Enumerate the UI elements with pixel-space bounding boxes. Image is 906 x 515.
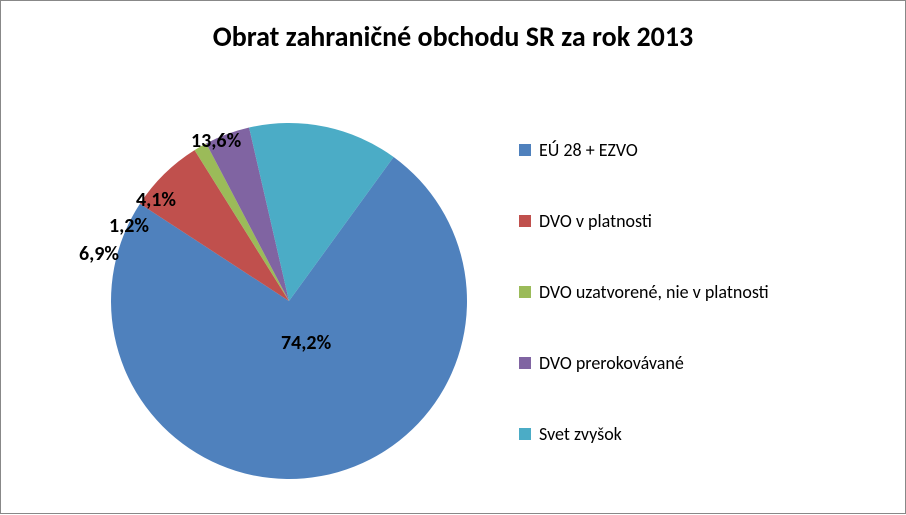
pie-chart <box>1 1 906 515</box>
legend-item-3: DVO prerokovávané <box>519 352 769 374</box>
legend-label-3: DVO prerokovávané <box>539 352 684 374</box>
legend-item-1: DVO v platnosti <box>519 210 769 232</box>
data-label-2: 1,2% <box>109 214 149 238</box>
data-label-4: 13,6% <box>191 129 241 153</box>
legend-item-2: DVO uzatvorené, nie v platnosti <box>519 281 769 303</box>
legend-item-0: EÚ 28 + EZVO <box>519 139 769 161</box>
legend-swatch-1 <box>519 215 531 227</box>
data-label-0: 74,2% <box>281 331 331 355</box>
chart-frame: Obrat zahraničné obchodu SR za rok 2013 … <box>0 0 906 514</box>
legend-label-0: EÚ 28 + EZVO <box>539 139 638 161</box>
legend-swatch-2 <box>519 286 531 298</box>
legend-label-1: DVO v platnosti <box>539 210 652 232</box>
pie-svg <box>1 1 906 515</box>
legend-item-4: Svet zvyšok <box>519 423 769 445</box>
data-label-1: 6,9% <box>79 242 119 266</box>
legend-label-4: Svet zvyšok <box>539 423 622 445</box>
data-label-3: 4,1% <box>136 188 176 212</box>
legend: EÚ 28 + EZVO DVO v platnosti DVO uzatvoren… <box>519 139 769 445</box>
legend-swatch-0 <box>519 144 531 156</box>
legend-swatch-3 <box>519 357 531 369</box>
legend-label-2: DVO uzatvorené, nie v platnosti <box>539 281 769 303</box>
legend-swatch-4 <box>519 428 531 440</box>
